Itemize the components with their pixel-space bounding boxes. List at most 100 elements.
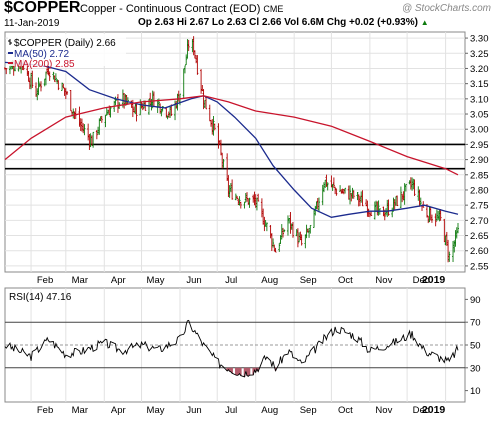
price-candle: [185, 54, 188, 66]
price-y-tick-label: 3.15: [470, 79, 489, 90]
price-candle: [135, 103, 138, 122]
symbol-title: $COPPER: [4, 0, 81, 16]
price-x-tick-label: Nov: [375, 275, 392, 286]
price-x-tick-label: Feb: [37, 275, 53, 286]
price-candle: [236, 195, 239, 200]
price-candle: [54, 73, 57, 81]
price-candle: [351, 187, 354, 199]
price-candle: [413, 179, 416, 196]
price-candle: [109, 106, 112, 118]
legend-ma200-label: MA(200) 2.85: [14, 59, 75, 70]
price-x-tick-label: Dec: [413, 275, 430, 286]
price-candle: [183, 65, 186, 74]
price-y-tick-label: 2.95: [470, 140, 489, 151]
rsi-x-tick-label: Jun: [186, 405, 201, 416]
price-candle: [100, 115, 103, 123]
price-candle: [234, 193, 237, 201]
price-candle: [66, 90, 69, 96]
price-y-tick-label: 3.10: [470, 94, 489, 105]
price-candle: [419, 197, 422, 206]
instrument-name-text: Copper - Continuous Contract (EOD): [80, 3, 261, 15]
price-legend: $COPPER (Daily) 2.66 MA(50) 2.72 MA(200)…: [8, 34, 126, 70]
rsi-y-tick-label: 90: [470, 295, 481, 306]
price-candle: [53, 75, 56, 83]
price-candle: [278, 243, 281, 252]
price-candles: [4, 36, 459, 263]
price-candle: [352, 190, 355, 199]
rsi-legend-label: RSI(14) 47.16: [9, 292, 72, 303]
price-candle: [239, 201, 242, 209]
price-x-tick-label: Jul: [225, 275, 237, 286]
price-candle: [422, 201, 425, 208]
moving-average-lines: [4, 61, 459, 218]
price-candle: [282, 227, 285, 238]
price-candle: [161, 106, 164, 112]
price-candle: [5, 68, 8, 75]
price-candle: [61, 82, 64, 91]
price-candle: [274, 247, 277, 253]
legend-price-label: $COPPER (Daily) 2.66: [14, 38, 116, 49]
price-candle: [187, 39, 190, 52]
price-candle: [213, 123, 216, 131]
price-candle: [291, 221, 294, 238]
price-y-tick-label: 2.70: [470, 216, 489, 227]
price-candle: [52, 71, 55, 80]
rsi-y-tick-label: 30: [470, 363, 481, 374]
price-candle: [222, 158, 225, 168]
brand-watermark: @ StockCharts.com: [401, 3, 491, 14]
price-x-tick-label: Sep: [300, 275, 317, 286]
price-candle: [377, 200, 380, 216]
legend-ma200-item: MA(200) 2.85: [8, 59, 75, 70]
price-y-ticks: 2.55 2.60 2.65 2.70 2.75 2.80 2.85 2.90 2.95 3.00…: [465, 34, 489, 272]
price-candle: [196, 55, 199, 75]
legend-ma50-label: MA(50) 2.72: [14, 49, 69, 60]
price-candle: [434, 213, 437, 227]
price-y-tick-label: 2.90: [470, 155, 489, 166]
price-candle: [448, 251, 451, 262]
exchange-label: CME: [263, 4, 284, 14]
instrument-name: Copper - Continuous Contract (EOD) CME: [80, 3, 283, 15]
rsi-x-tick-label: Dec: [413, 405, 430, 416]
rsi-x-tick-label: Sep: [300, 405, 317, 416]
legend-price-item: $COPPER (Daily) 2.66: [8, 38, 116, 49]
rsi-x-tick-label: Jul: [225, 405, 237, 416]
price-candle: [283, 229, 286, 233]
price-candle: [160, 108, 163, 117]
price-candle: [396, 195, 399, 207]
price-candle: [361, 190, 364, 207]
price-candle: [326, 182, 329, 191]
price-x-tick-label: May: [147, 275, 165, 286]
rsi-y-tick-label: 70: [470, 318, 481, 329]
ma200-line: [4, 95, 459, 176]
price-y-tick-label: 2.60: [470, 246, 489, 257]
price-candle: [95, 129, 98, 140]
price-candle: [296, 228, 299, 248]
price-candle: [257, 193, 260, 202]
price-candle: [265, 222, 268, 232]
price-candle: [92, 131, 95, 148]
price-candle: [335, 188, 338, 196]
price-candle: [309, 225, 312, 234]
price-candle: [387, 199, 390, 216]
rsi-x-tick-label: May: [147, 405, 165, 416]
price-y-tick-label: 2.55: [470, 261, 489, 272]
price-y-tick-label: 3.25: [470, 49, 489, 60]
price-x-tick-label: Aug: [261, 275, 278, 286]
legend-ma50-item: MA(50) 2.72: [8, 49, 69, 60]
price-candle: [430, 214, 433, 223]
price-candle: [399, 186, 402, 209]
rsi-y-ticks: 10 30 50 70 90: [465, 295, 481, 397]
price-candle: [62, 83, 65, 89]
chart-header: $COPPER Copper - Continuous Contract (EO…: [0, 0, 497, 32]
price-candle: [404, 183, 407, 192]
price-y-tick-label: 2.85: [470, 170, 489, 181]
price-candle: [141, 103, 144, 111]
quote-values: Op 2.63 Hi 2.67 Lo 2.63 Cl 2.66 Vol 6.6M…: [138, 17, 429, 28]
price-candle: [69, 90, 72, 112]
rsi-series-line: [4, 319, 459, 378]
price-candle: [349, 185, 352, 205]
price-candle: [272, 238, 275, 248]
rsi-x-tick-label: Apr: [111, 405, 126, 416]
